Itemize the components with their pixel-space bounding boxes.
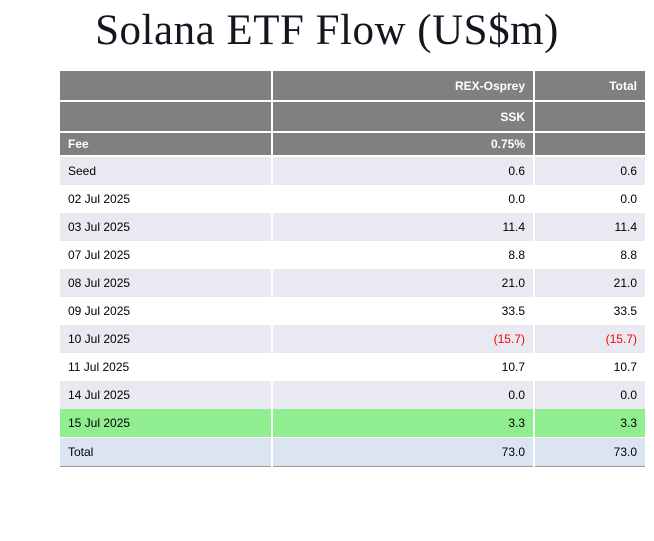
header-blank-cell bbox=[60, 101, 273, 133]
rex-osprey-value: (15.7) bbox=[272, 325, 535, 353]
total-value: (15.7) bbox=[534, 325, 645, 353]
table-row: 14 Jul 2025 0.0 0.0 bbox=[60, 381, 645, 409]
total-row: Total 73.0 73.0 bbox=[60, 437, 645, 467]
table-row: 08 Jul 2025 21.0 21.0 bbox=[60, 269, 645, 297]
total-value: 10.7 bbox=[534, 353, 645, 381]
rex-osprey-value: 33.5 bbox=[272, 297, 535, 325]
table-row: Seed 0.6 0.6 bbox=[60, 156, 645, 185]
table-row: 03 Jul 2025 11.4 11.4 bbox=[60, 213, 645, 241]
etf-flow-table: REX-Osprey Total SSK Fee 0.75% Seed 0.6 0.… bbox=[60, 71, 645, 467]
header-row-fee: Fee 0.75% bbox=[60, 132, 645, 157]
rex-osprey-value: 0.6 bbox=[272, 156, 535, 185]
header-ticker: SSK bbox=[272, 101, 535, 133]
header-fee-label: Fee bbox=[60, 132, 273, 157]
row-date-label: 11 Jul 2025 bbox=[60, 353, 273, 381]
page-title: Solana ETF Flow (US$m) bbox=[95, 7, 559, 54]
total-value: 0.6 bbox=[534, 156, 645, 185]
rex-osprey-value: 3.3 bbox=[272, 409, 535, 438]
row-date-label: 03 Jul 2025 bbox=[60, 213, 273, 241]
page: Solana ETF Flow (US$m) REX-Osprey Total … bbox=[0, 6, 654, 541]
total-value: 21.0 bbox=[534, 269, 645, 297]
row-date-label: 15 Jul 2025 bbox=[60, 409, 273, 438]
table-header: REX-Osprey Total SSK Fee 0.75% bbox=[60, 71, 645, 157]
rex-osprey-value: 21.0 bbox=[272, 269, 535, 297]
header-fund-name: REX-Osprey bbox=[272, 71, 535, 102]
row-date-label: Seed bbox=[60, 156, 273, 185]
total-value: 73.0 bbox=[534, 437, 645, 467]
header-row-fund: REX-Osprey Total bbox=[60, 71, 645, 102]
table-row: 09 Jul 2025 33.5 33.5 bbox=[60, 297, 645, 325]
highlighted-row: 15 Jul 2025 3.3 3.3 bbox=[60, 409, 645, 438]
header-row-ticker: SSK bbox=[60, 101, 645, 133]
table-row: 10 Jul 2025 (15.7) (15.7) bbox=[60, 325, 645, 353]
table-body: Seed 0.6 0.6 02 Jul 2025 0.0 0.0 03 Jul 2025 11… bbox=[60, 156, 645, 467]
table-row: 02 Jul 2025 0.0 0.0 bbox=[60, 185, 645, 213]
total-value: 8.8 bbox=[534, 241, 645, 269]
row-date-label: 10 Jul 2025 bbox=[60, 325, 273, 353]
row-date-label: Total bbox=[60, 437, 273, 467]
header-blank-cell bbox=[60, 71, 273, 102]
row-date-label: 02 Jul 2025 bbox=[60, 185, 273, 213]
rex-osprey-value: 10.7 bbox=[272, 353, 535, 381]
header-fee-value: 0.75% bbox=[272, 132, 535, 157]
header-blank-cell bbox=[534, 101, 645, 133]
total-value: 3.3 bbox=[534, 409, 645, 438]
header-total-label: Total bbox=[534, 71, 645, 102]
total-value: 33.5 bbox=[534, 297, 645, 325]
total-value: 11.4 bbox=[534, 213, 645, 241]
rex-osprey-value: 8.8 bbox=[272, 241, 535, 269]
rex-osprey-value: 73.0 bbox=[272, 437, 535, 467]
rex-osprey-value: 11.4 bbox=[272, 213, 535, 241]
total-value: 0.0 bbox=[534, 381, 645, 409]
row-date-label: 09 Jul 2025 bbox=[60, 297, 273, 325]
row-date-label: 14 Jul 2025 bbox=[60, 381, 273, 409]
total-value: 0.0 bbox=[534, 185, 645, 213]
rex-osprey-value: 0.0 bbox=[272, 381, 535, 409]
table-row: 11 Jul 2025 10.7 10.7 bbox=[60, 353, 645, 381]
rex-osprey-value: 0.0 bbox=[272, 185, 535, 213]
header-blank-cell bbox=[534, 132, 645, 157]
row-date-label: 08 Jul 2025 bbox=[60, 269, 273, 297]
row-date-label: 07 Jul 2025 bbox=[60, 241, 273, 269]
table-row: 07 Jul 2025 8.8 8.8 bbox=[60, 241, 645, 269]
